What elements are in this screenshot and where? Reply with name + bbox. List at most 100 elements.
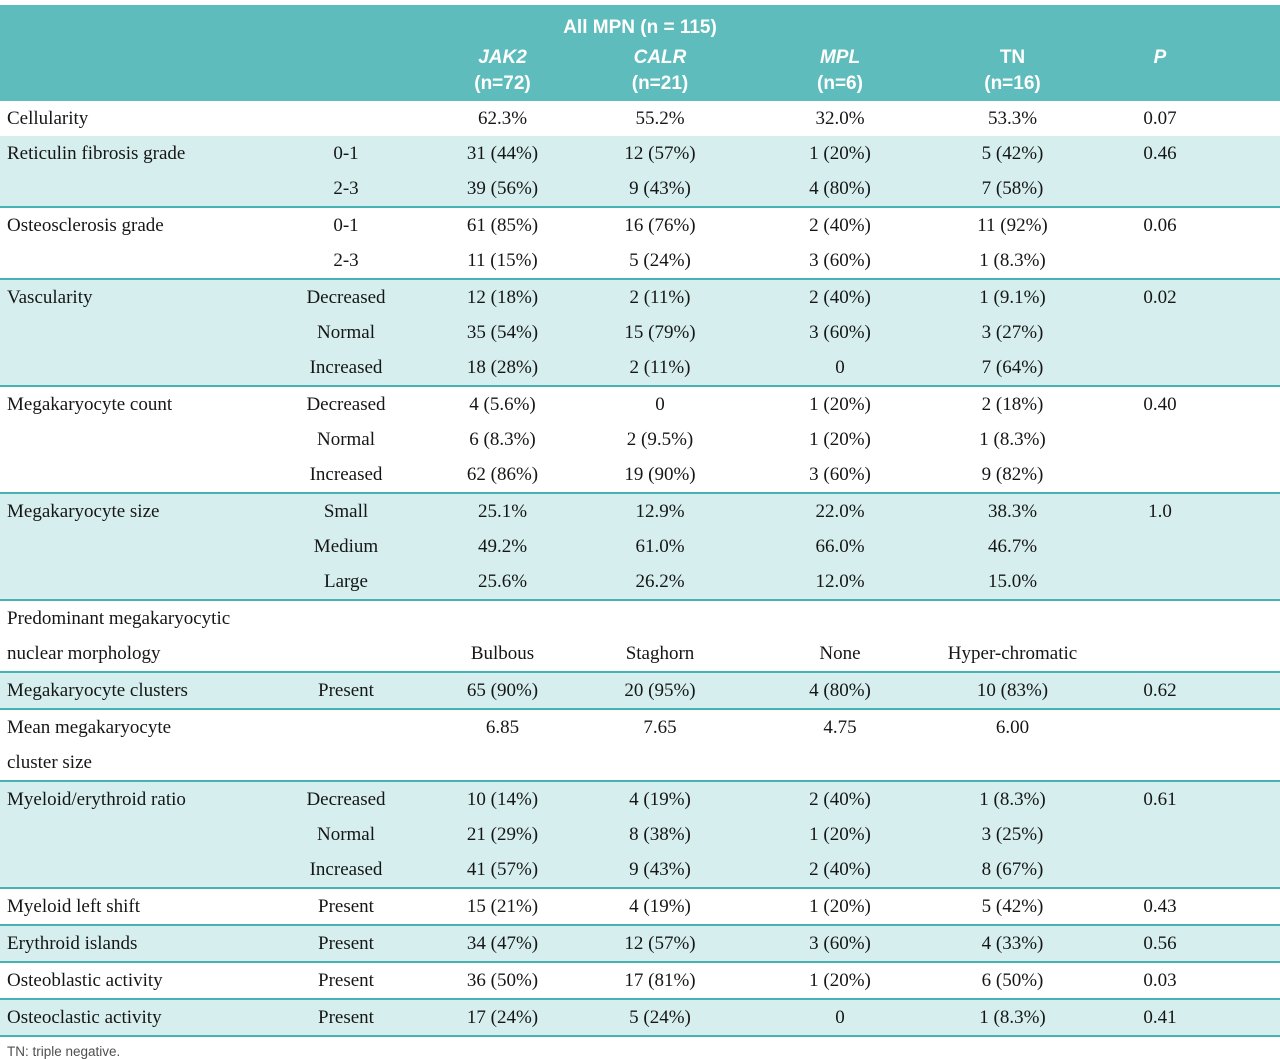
cell-jak2: 61 (85%): [420, 206, 585, 243]
cell-jak2: 17 (24%): [420, 998, 585, 1037]
table-body: Cellularity 62.3% 55.2% 32.0% 53.3% 0.07 Retic…: [0, 101, 1280, 1037]
cell-mpl: 1 (20%): [735, 817, 945, 852]
cell-p: 0.02: [1080, 278, 1240, 315]
row-label: nuclear morphology: [7, 642, 161, 664]
row-label: [0, 171, 272, 207]
cell-p: 1.0: [1080, 492, 1240, 529]
row-spacer: [1240, 887, 1280, 925]
row-sublabel: [272, 745, 420, 781]
column-header-n: (n=72): [474, 73, 531, 94]
cell-mpl: 4 (80%): [735, 171, 945, 207]
cell-jak2: 18 (28%): [420, 350, 585, 386]
column-header-label: MPL: [819, 47, 861, 68]
cell-jak2: 21 (29%): [420, 817, 585, 852]
cell-p: [1080, 852, 1240, 888]
table-row: Normal 21 (29%) 8 (38%) 1 (20%) 3 (25%): [0, 817, 1280, 852]
cell-tn: 7 (58%): [945, 171, 1080, 207]
row-sublabel: 2-3: [272, 171, 420, 207]
row-spacer: [1240, 599, 1280, 636]
cell-tn: 5 (42%): [945, 136, 1080, 171]
cell-calr: 8 (38%): [585, 817, 735, 852]
table-row: Erythroid islands Present 34 (47%) 12 (57%)…: [0, 924, 1280, 962]
cell-p: [1080, 564, 1240, 600]
cell-mpl: 4 (80%): [735, 671, 945, 709]
row-sublabel: 0-1: [272, 206, 420, 243]
cell-p: [1080, 636, 1240, 672]
row-spacer: [1240, 278, 1280, 315]
row-label: Megakaryocyte size: [0, 492, 272, 529]
row-spacer: [1240, 350, 1280, 386]
cell-calr: 12 (57%): [585, 136, 735, 171]
cell-jak2: 25.1%: [420, 492, 585, 529]
cell-p: 0.43: [1080, 887, 1240, 925]
cell-jak2: 12 (18%): [420, 278, 585, 315]
cell-tn: 6.00: [945, 708, 1080, 745]
cell-p: [1080, 171, 1240, 207]
row-label: Reticulin fibrosis grade: [0, 136, 272, 171]
cell-mpl: 0: [735, 350, 945, 386]
cell-p: 0.06: [1080, 206, 1240, 243]
cell-tn: 38.3%: [945, 492, 1080, 529]
cell-jak2: 6 (8.3%): [469, 428, 536, 450]
table-row: Increased 18 (28%) 2 (11%) 0 7 (64%): [0, 350, 1280, 386]
cell-calr: 12.9%: [585, 492, 735, 529]
cell-jak2: 39 (56%): [420, 171, 585, 207]
cell-jak2: 4 (5.6%): [420, 385, 585, 422]
cell-p: 0.61: [1080, 780, 1240, 817]
column-header-n: (n=6): [817, 73, 863, 94]
cell-jak2: 34 (47%): [420, 924, 585, 962]
cell-mpl: 0: [735, 998, 945, 1037]
cell-tn: [945, 599, 1080, 636]
cell-jak2: [420, 745, 585, 781]
row-label: Myeloid left shift: [0, 887, 272, 925]
group-title: All MPN (n = 115): [0, 5, 1280, 41]
row-sublabel: [272, 599, 420, 636]
row-sublabel: Small: [272, 492, 420, 529]
row-label: Cellularity: [7, 107, 89, 129]
table-row: Large 25.6% 26.2% 12.0% 15.0%: [0, 564, 1280, 600]
cell-tn: 8 (67%): [945, 852, 1080, 888]
table-row: Myeloid/erythroid ratio Decreased 10 (14%)…: [0, 780, 1280, 817]
cell-p: 0.41: [1080, 998, 1240, 1037]
row-spacer: [1240, 998, 1280, 1037]
cell-mpl: 2 (40%): [735, 852, 945, 888]
cell-mpl: 4.75: [735, 708, 945, 745]
row-label: Megakaryocyte count: [0, 385, 272, 422]
column-header-mpl: MPL (n=6): [735, 41, 945, 101]
row-label: [0, 243, 272, 279]
cell-jak2: 25.6%: [420, 564, 585, 600]
table-row: Megakaryocyte clusters Present 65 (90%) 20 …: [0, 671, 1280, 709]
row-sublabel: [272, 708, 420, 745]
table-row: Vascularity Decreased 12 (18%) 2 (11%) 2 (40…: [0, 278, 1280, 315]
column-header-calr: CALR (n=21): [585, 41, 735, 101]
row-sublabel: Decreased: [272, 385, 420, 422]
cell-tn: 1 (8.3%): [945, 998, 1080, 1037]
row-spacer: [1240, 780, 1280, 817]
cell-tn: 1 (8.3%): [979, 249, 1046, 271]
row-spacer: [1240, 422, 1280, 457]
row-label: [0, 564, 272, 600]
cell-p: [1080, 457, 1240, 493]
cell-p: [1080, 350, 1240, 386]
row-label: [0, 457, 272, 493]
cell-mpl: 66.0%: [735, 529, 945, 564]
cell-calr: 15 (79%): [585, 315, 735, 350]
table-row: Normal 35 (54%) 15 (79%) 3 (60%) 3 (27%): [0, 315, 1280, 350]
row-sublabel: [272, 636, 420, 672]
row-sublabel: Normal: [272, 315, 420, 350]
table-row: nuclear morphology Bulbous Staghorn None Hyp…: [0, 636, 1280, 672]
column-header-label: JAK2: [478, 47, 527, 68]
cell-jak2: 6.85: [420, 708, 585, 745]
cell-p: [1080, 708, 1240, 745]
cell-calr: [585, 745, 735, 781]
group-title-row: All MPN (n = 115): [0, 5, 1280, 41]
row-sublabel: Increased: [309, 463, 383, 485]
cell-jak2: 65 (90%): [420, 671, 585, 709]
cell-p: 0.46: [1080, 136, 1240, 171]
cell-calr: [585, 599, 735, 636]
column-header-tn: TN (n=16): [945, 41, 1080, 101]
cell-tn: 3 (25%): [945, 817, 1080, 852]
table-row: Megakaryocyte size Small 25.1% 12.9% 22.0% 38…: [0, 492, 1280, 529]
cell-calr: 61.0%: [585, 529, 735, 564]
cell-mpl: 1 (20%): [809, 428, 871, 450]
